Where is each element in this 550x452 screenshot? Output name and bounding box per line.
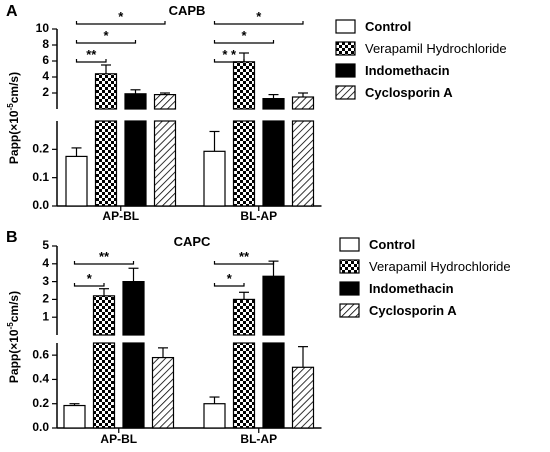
bar-lower-segment [153, 120, 177, 207]
y-tick-label-lower: 0.2 [32, 396, 49, 410]
y-tick-label-upper: 3 [42, 274, 49, 288]
significance-bracket [75, 40, 137, 44]
bar-lower-segment [262, 342, 285, 429]
legend-label: Indomethacin [369, 281, 454, 296]
bar-lower-segment [122, 342, 145, 429]
panel-letter: B [6, 229, 18, 246]
y-axis-label-main: Papp(×10 [7, 110, 21, 164]
y-tick-label-lower: 0.2 [32, 142, 49, 156]
legend-label: Verapamil Hydrochloride [369, 259, 511, 274]
y-tick-label-upper: 4 [42, 256, 49, 270]
bar-upper-segment [262, 275, 285, 336]
y-tick-label-upper: 2 [42, 85, 49, 99]
y-axis-label: Papp(×10-5cm/s) [6, 291, 21, 383]
bar-lower-segment [124, 120, 147, 207]
significance-label: ** [86, 47, 97, 62]
y-axis-label-exponent: -5 [6, 103, 15, 111]
bar-lower-segment [92, 342, 116, 429]
bar-upper-segment [122, 281, 145, 336]
legend-swatch [335, 63, 356, 78]
bar-upper-segment [153, 93, 177, 110]
panel-letter: A [6, 3, 18, 20]
significance-label: ** [99, 249, 110, 264]
significance-bracket [75, 59, 107, 63]
significance-bracket [213, 283, 245, 287]
chart-panel-a: A CAPB Papp(×10-5cm/s) 2 4 6 8 10 0.0 0.1 0.2 AP-BL… [6, 3, 507, 223]
y-axis-label-main: Papp(×10 [7, 329, 21, 383]
legend-swatch [335, 85, 356, 100]
significance-bracket [213, 59, 245, 63]
bar-upper-segment [232, 298, 256, 336]
significance-bracket [73, 283, 105, 287]
y-axis-label: Papp(×10-5cm/s) [6, 72, 21, 164]
y-tick-label-upper: 10 [36, 21, 50, 35]
significance-label: ** [239, 249, 250, 264]
chart-title: CAPC [174, 234, 211, 249]
significance-label: * [227, 271, 233, 286]
legend-swatch [339, 237, 360, 252]
significance-bracket [73, 261, 135, 265]
significance-bracket [75, 21, 166, 25]
y-tick-label-lower: 0.1 [32, 170, 49, 184]
bar-lower-segment [262, 120, 285, 207]
bar-upper-segment [92, 295, 116, 336]
chart-panel-b: B CAPC Papp(×10-5cm/s) 1 2 3 4 5 0.0 0.2 0.4 0.6 AP-… [6, 229, 511, 446]
bar-upper-segment [262, 97, 285, 110]
bar-upper-segment [232, 61, 256, 110]
bar-upper-segment [94, 73, 118, 110]
significance-label: * * [222, 47, 237, 62]
bar [291, 366, 315, 429]
y-axis-label-unit: cm/s) [7, 72, 21, 103]
legend-label: Indomethacin [365, 63, 450, 78]
legend-label: Verapamil Hydrochloride [365, 41, 507, 56]
x-tick-label: BL-AP [240, 432, 277, 446]
y-axis-label-unit: cm/s) [7, 291, 21, 322]
significance-label: * [118, 9, 124, 24]
x-tick-label: AP-BL [100, 432, 137, 446]
significance-label: * [256, 9, 262, 24]
legend-label: Cyclosporin A [369, 303, 457, 318]
legend-swatch [339, 303, 360, 318]
legend-swatch [335, 19, 356, 34]
legend-label: Cyclosporin A [365, 85, 453, 100]
significance-bracket [213, 261, 275, 265]
bar [203, 403, 226, 429]
bar-lower-segment [94, 120, 118, 207]
chart-title: CAPB [169, 3, 206, 18]
bar [63, 404, 86, 429]
legend-swatch [339, 281, 360, 296]
y-tick-label-upper: 1 [42, 309, 49, 323]
y-tick-label-lower: 0.6 [32, 347, 49, 361]
bar [151, 356, 175, 429]
bar-lower-segment [232, 342, 256, 429]
significance-label: * [103, 28, 109, 43]
legend-label: Control [369, 237, 415, 252]
bar-lower-segment [232, 120, 256, 207]
bar-upper-segment [124, 93, 147, 110]
bar [203, 150, 226, 207]
bar-lower-segment [291, 120, 315, 207]
significance-label: * [87, 271, 93, 286]
x-tick-label: BL-AP [240, 209, 277, 223]
significance-bracket [213, 40, 275, 44]
legend-swatch [335, 41, 356, 56]
y-axis-label-exponent: -5 [6, 322, 15, 330]
bar-upper-segment [291, 96, 315, 110]
y-tick-label-lower: 0.0 [32, 198, 49, 212]
legend-swatch [339, 259, 360, 274]
bar [65, 155, 88, 207]
y-tick-label-upper: 5 [42, 238, 49, 252]
y-tick-label-upper: 8 [42, 37, 49, 51]
significance-label: * [241, 28, 247, 43]
y-tick-label-upper: 4 [42, 69, 49, 83]
x-tick-label: AP-BL [102, 209, 139, 223]
y-tick-label-lower: 0.4 [32, 372, 49, 386]
y-tick-label-lower: 0.0 [32, 420, 49, 434]
y-tick-label-upper: 2 [42, 292, 49, 306]
y-tick-label-upper: 6 [42, 53, 49, 67]
significance-bracket [213, 21, 304, 25]
legend-label: Control [365, 19, 411, 34]
